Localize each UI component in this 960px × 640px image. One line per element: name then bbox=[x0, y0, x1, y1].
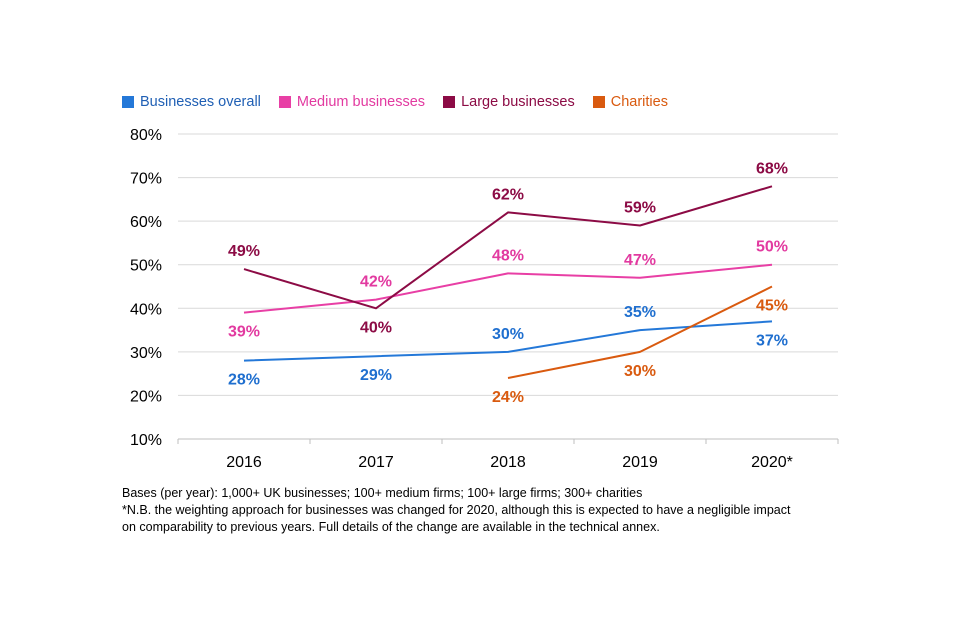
legend-item-charities: Charities bbox=[592, 94, 668, 110]
data-label: 68% bbox=[756, 160, 788, 177]
data-label: 30% bbox=[492, 326, 524, 343]
data-label: 24% bbox=[492, 389, 524, 406]
x-tick-label: 2017 bbox=[358, 454, 394, 471]
data-label: 49% bbox=[228, 243, 260, 260]
chart-notes: Bases (per year): 1,000+ UK businesses; … bbox=[122, 485, 852, 536]
legend-item-large-businesses: Large businesses bbox=[443, 94, 575, 110]
y-tick-label: 80% bbox=[130, 127, 162, 144]
series-line-businesses-overall bbox=[243, 320, 773, 362]
y-tick-label: 60% bbox=[130, 214, 162, 231]
chart-legend: Businesses overall Medium businesses Lar… bbox=[122, 94, 686, 110]
data-label: 62% bbox=[492, 186, 524, 203]
legend-item-medium-businesses: Medium businesses bbox=[278, 94, 426, 110]
data-label: 45% bbox=[756, 298, 788, 315]
data-label: 59% bbox=[624, 200, 656, 217]
data-label: 30% bbox=[624, 363, 656, 380]
legend-label-large-businesses: Large businesses bbox=[461, 94, 575, 110]
data-label: 29% bbox=[360, 367, 392, 384]
data-label: 48% bbox=[492, 247, 524, 264]
x-tick-label: 2018 bbox=[490, 454, 526, 471]
legend-swatch-businesses-overall bbox=[122, 96, 134, 108]
bases-note: Bases (per year): 1,000+ UK businesses; … bbox=[122, 486, 643, 500]
y-tick-label: 10% bbox=[130, 432, 162, 449]
x-tick-label: 2016 bbox=[226, 454, 262, 471]
y-tick-label: 50% bbox=[130, 258, 162, 275]
data-label: 47% bbox=[624, 252, 656, 269]
data-label: 28% bbox=[228, 372, 260, 389]
y-tick-label: 30% bbox=[130, 345, 162, 362]
data-label: 42% bbox=[360, 274, 392, 291]
y-tick-label: 70% bbox=[130, 171, 162, 188]
y-tick-label: 40% bbox=[130, 301, 162, 318]
x-tick-label: 2019 bbox=[622, 454, 658, 471]
legend-item-businesses-overall: Businesses overall bbox=[122, 94, 261, 110]
series-line-large-businesses bbox=[243, 185, 773, 310]
data-label: 39% bbox=[228, 324, 260, 341]
legend-label-charities: Charities bbox=[610, 94, 668, 110]
data-label: 50% bbox=[756, 239, 788, 256]
legend-label-medium-businesses: Medium businesses bbox=[296, 94, 426, 110]
weighting-note-line-1: *N.B. the weighting approach for busines… bbox=[122, 503, 791, 517]
legend-swatch-large-businesses bbox=[443, 96, 456, 108]
legend-swatch-medium-businesses bbox=[278, 96, 291, 108]
legend-swatch-charities bbox=[592, 96, 605, 108]
x-tick-label: 2020* bbox=[751, 454, 793, 471]
legend-label-businesses-overall: Businesses overall bbox=[140, 94, 261, 110]
data-label: 37% bbox=[756, 332, 788, 349]
series-line-charities bbox=[507, 285, 773, 379]
y-tick-label: 20% bbox=[130, 388, 162, 405]
series-line-medium-businesses bbox=[243, 263, 773, 314]
data-label: 35% bbox=[624, 304, 656, 321]
data-label: 40% bbox=[360, 319, 392, 336]
weighting-note-line-2: on comparability to previous years. Full… bbox=[122, 520, 660, 534]
